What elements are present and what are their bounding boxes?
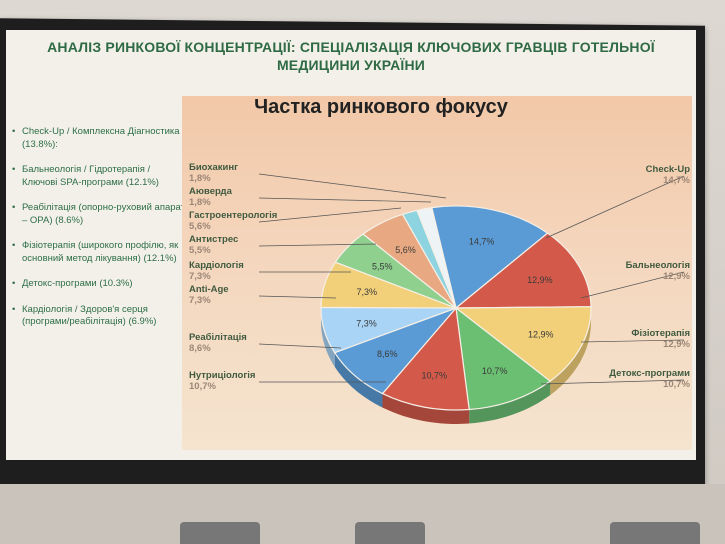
pie-slice-value-label: 5,6%: [395, 245, 416, 255]
pie-slice-value-label: 7,3%: [356, 287, 377, 297]
category-value-label: 5,6%: [189, 221, 211, 232]
category-label: Check-Up: [646, 164, 691, 175]
category-label: Нутриціологія: [189, 370, 255, 381]
leader-line: [259, 174, 446, 198]
category-label: Аюверда: [189, 186, 233, 197]
slide: АНАЛІЗ РИНКОВОЇ КОНЦЕНТРАЦІЇ: СПЕЦІАЛІЗА…: [6, 30, 696, 460]
pie-slice-value-label: 10,7%: [482, 366, 508, 376]
pie-slice-value-label: 7,3%: [356, 318, 377, 328]
category-value-label: 12,9%: [663, 271, 690, 282]
category-label: Детокс-програми: [609, 368, 690, 379]
category-value-label: 1,8%: [189, 173, 211, 184]
category-value-label: 10,7%: [189, 381, 216, 392]
pie-chart: 14,7% 12,9% 12,9% 10,7% 10,7% 8,6% 7,3% 7,3% 5,5…: [6, 30, 696, 460]
pie-slice-value-label: 14,7%: [469, 236, 495, 246]
category-label: Фізіотерапія: [631, 328, 690, 339]
pie-slice-value-label: 12,9%: [527, 275, 553, 285]
category-label: Anti-Age: [189, 284, 229, 295]
seat-back: [180, 522, 260, 544]
category-value-label: 12,9%: [663, 339, 690, 350]
leader-line: [259, 208, 401, 222]
category-value-label: 5,5%: [189, 245, 211, 256]
category-label: Биохакинг: [189, 162, 238, 173]
category-label: Кардіологія: [189, 260, 244, 271]
category-value-label: 1,8%: [189, 197, 211, 208]
category-value-label: 14,7%: [663, 175, 690, 186]
seat-back: [355, 522, 425, 544]
category-value-label: 7,3%: [189, 295, 211, 306]
category-label: Гастроентерологія: [189, 210, 277, 221]
category-value-label: 7,3%: [189, 271, 211, 282]
pie-slice-value-label: 12,9%: [528, 330, 554, 340]
category-label: Антистрес: [189, 234, 238, 245]
pie-slice-value-label: 8,6%: [377, 349, 398, 359]
category-value-label: 10,7%: [663, 379, 690, 390]
pie-slice-value-label: 10,7%: [422, 370, 448, 380]
category-label: Реабілітація: [189, 332, 247, 343]
category-label: Бальнеологія: [626, 260, 690, 271]
leader-line: [259, 198, 431, 202]
pie-slice-value-label: 5,5%: [372, 262, 393, 272]
category-value-label: 8,6%: [189, 343, 211, 354]
seat-back: [610, 522, 700, 544]
